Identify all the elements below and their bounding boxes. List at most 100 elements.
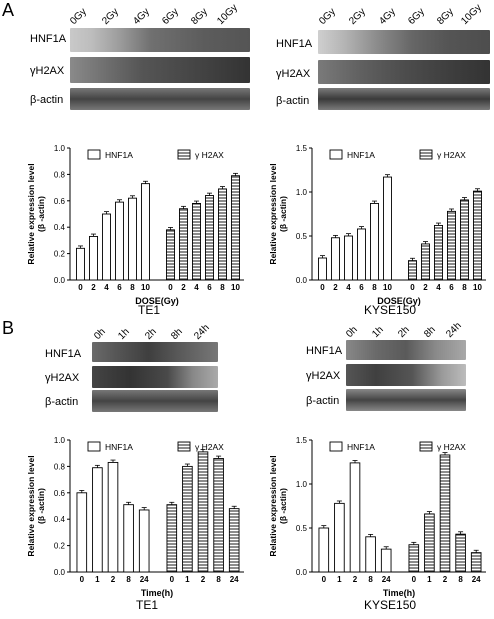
blot-band-bactin <box>70 88 250 110</box>
bar <box>138 509 150 573</box>
bar <box>421 243 430 281</box>
bar <box>166 504 178 573</box>
y-axis-label: (β -actin) <box>36 196 46 232</box>
bar <box>439 454 451 573</box>
lane-label: 8Gy <box>189 6 210 27</box>
x-tick-label: 1 <box>337 575 342 584</box>
lane-label: 0Gy <box>317 6 338 27</box>
bar <box>107 461 119 573</box>
bar-chart-te1-time: 0.0 0.2 0.4 0.6 0.8 1.0 Relative expression le… <box>26 436 244 598</box>
legend-label: γ H2AX <box>437 150 466 160</box>
x-tick-label: 1 <box>95 575 100 584</box>
x-tick-label: 0 <box>78 283 83 292</box>
caption-te1: TE1 <box>136 598 159 612</box>
y-tick-label: 0.8 <box>54 170 66 179</box>
x-tick-label: 10 <box>473 283 482 292</box>
panel-letter-b: B <box>2 318 15 338</box>
legend-swatch <box>329 149 343 160</box>
blot-band-gh2ax <box>346 364 466 386</box>
bar <box>141 183 150 281</box>
x-tick-label: 10 <box>141 283 150 292</box>
y-axis-label: (β -actin) <box>278 488 288 524</box>
y-tick-label: 0.0 <box>296 568 308 577</box>
x-tick-label: 6 <box>207 283 212 292</box>
bar <box>470 552 482 573</box>
x-tick-label: 2 <box>443 575 448 584</box>
y-tick-label: 0.0 <box>296 276 308 285</box>
x-tick-label: 4 <box>104 283 109 292</box>
y-tick-label: 1.5 <box>296 436 308 445</box>
x-tick-label: 0 <box>322 575 327 584</box>
blot-band-bactin <box>318 88 490 110</box>
blot-band-bactin <box>346 389 466 411</box>
blot-band-gh2ax <box>92 366 218 388</box>
bar <box>76 492 88 573</box>
blot-band-hnf1a <box>346 340 466 360</box>
x-tick-label: 2 <box>111 575 116 584</box>
y-tick-label: 0.2 <box>54 250 66 259</box>
bar <box>192 202 201 281</box>
y-tick-label: 0.5 <box>296 232 308 241</box>
lane-label: 0Gy <box>68 6 89 27</box>
bar <box>447 210 456 281</box>
x-tick-label: 6 <box>449 283 454 292</box>
x-tick-label: 8 <box>130 283 135 292</box>
bar-chart-kyse150-time: 0.0 0.5 1.0 1.5 Relative expression level (β … <box>268 436 486 598</box>
x-tick-label: 2 <box>333 283 338 292</box>
bar <box>349 462 361 573</box>
blot-band-hnf1a <box>92 342 218 362</box>
panel-letter-a: A <box>2 0 15 20</box>
x-tick-label: 0 <box>170 575 175 584</box>
x-axis-label: DOSE(Gy) <box>377 296 421 306</box>
lane-label: 10Gy <box>215 2 240 27</box>
x-tick-label: 2 <box>423 283 428 292</box>
x-tick-label: 24 <box>140 575 149 584</box>
bar <box>408 544 420 573</box>
x-tick-label: 2 <box>91 283 96 292</box>
y-tick-label: 0.6 <box>54 489 66 498</box>
legend-label: HNF1A <box>105 150 133 160</box>
row-label-bactin: β-actin <box>306 395 340 407</box>
lane-label: 1h <box>116 326 132 342</box>
bar <box>205 195 214 281</box>
x-tick-label: 0 <box>168 283 173 292</box>
bar <box>473 190 482 281</box>
x-tick-label: 8 <box>372 283 377 292</box>
y-tick-label: 1.0 <box>296 188 308 197</box>
y-tick-label: 1.0 <box>54 144 66 153</box>
lane-label: 24h <box>444 320 464 340</box>
x-tick-label: 2 <box>181 283 186 292</box>
legend-swatch <box>419 149 433 160</box>
y-tick-label: 1.5 <box>296 144 308 153</box>
row-label-gh2ax: γH2AX <box>45 372 80 384</box>
bar <box>318 527 330 573</box>
x-tick-label: 4 <box>194 283 199 292</box>
y-tick-label: 0.0 <box>54 276 66 285</box>
bar <box>331 237 340 281</box>
row-label-hnf1a: HNF1A <box>306 345 343 357</box>
bar <box>123 504 134 573</box>
lane-label: 10Gy <box>459 2 484 27</box>
bar <box>89 235 98 281</box>
y-tick-label: 0.6 <box>54 197 66 206</box>
lane-label: 6Gy <box>406 6 427 27</box>
legend-label: HNF1A <box>105 442 133 452</box>
lane-label: 6Gy <box>160 6 181 27</box>
x-tick-label: 1 <box>185 575 190 584</box>
bar <box>365 536 376 573</box>
x-tick-label: 10 <box>383 283 392 292</box>
row-label-hnf1a: HNF1A <box>45 348 82 360</box>
bar <box>380 548 392 573</box>
lane-label: 2Gy <box>347 6 368 27</box>
bar <box>334 502 345 573</box>
blot-band-gh2ax <box>70 57 250 83</box>
lane-label: 8h <box>422 324 438 340</box>
bar <box>408 260 417 281</box>
caption-te1: TE1 <box>138 303 161 317</box>
bar <box>128 197 137 281</box>
row-label-bactin: β-actin <box>30 94 64 106</box>
row-label-bactin: β-actin <box>276 95 310 107</box>
bar <box>357 228 366 281</box>
bar <box>102 213 111 281</box>
x-tick-label: 6 <box>117 283 122 292</box>
